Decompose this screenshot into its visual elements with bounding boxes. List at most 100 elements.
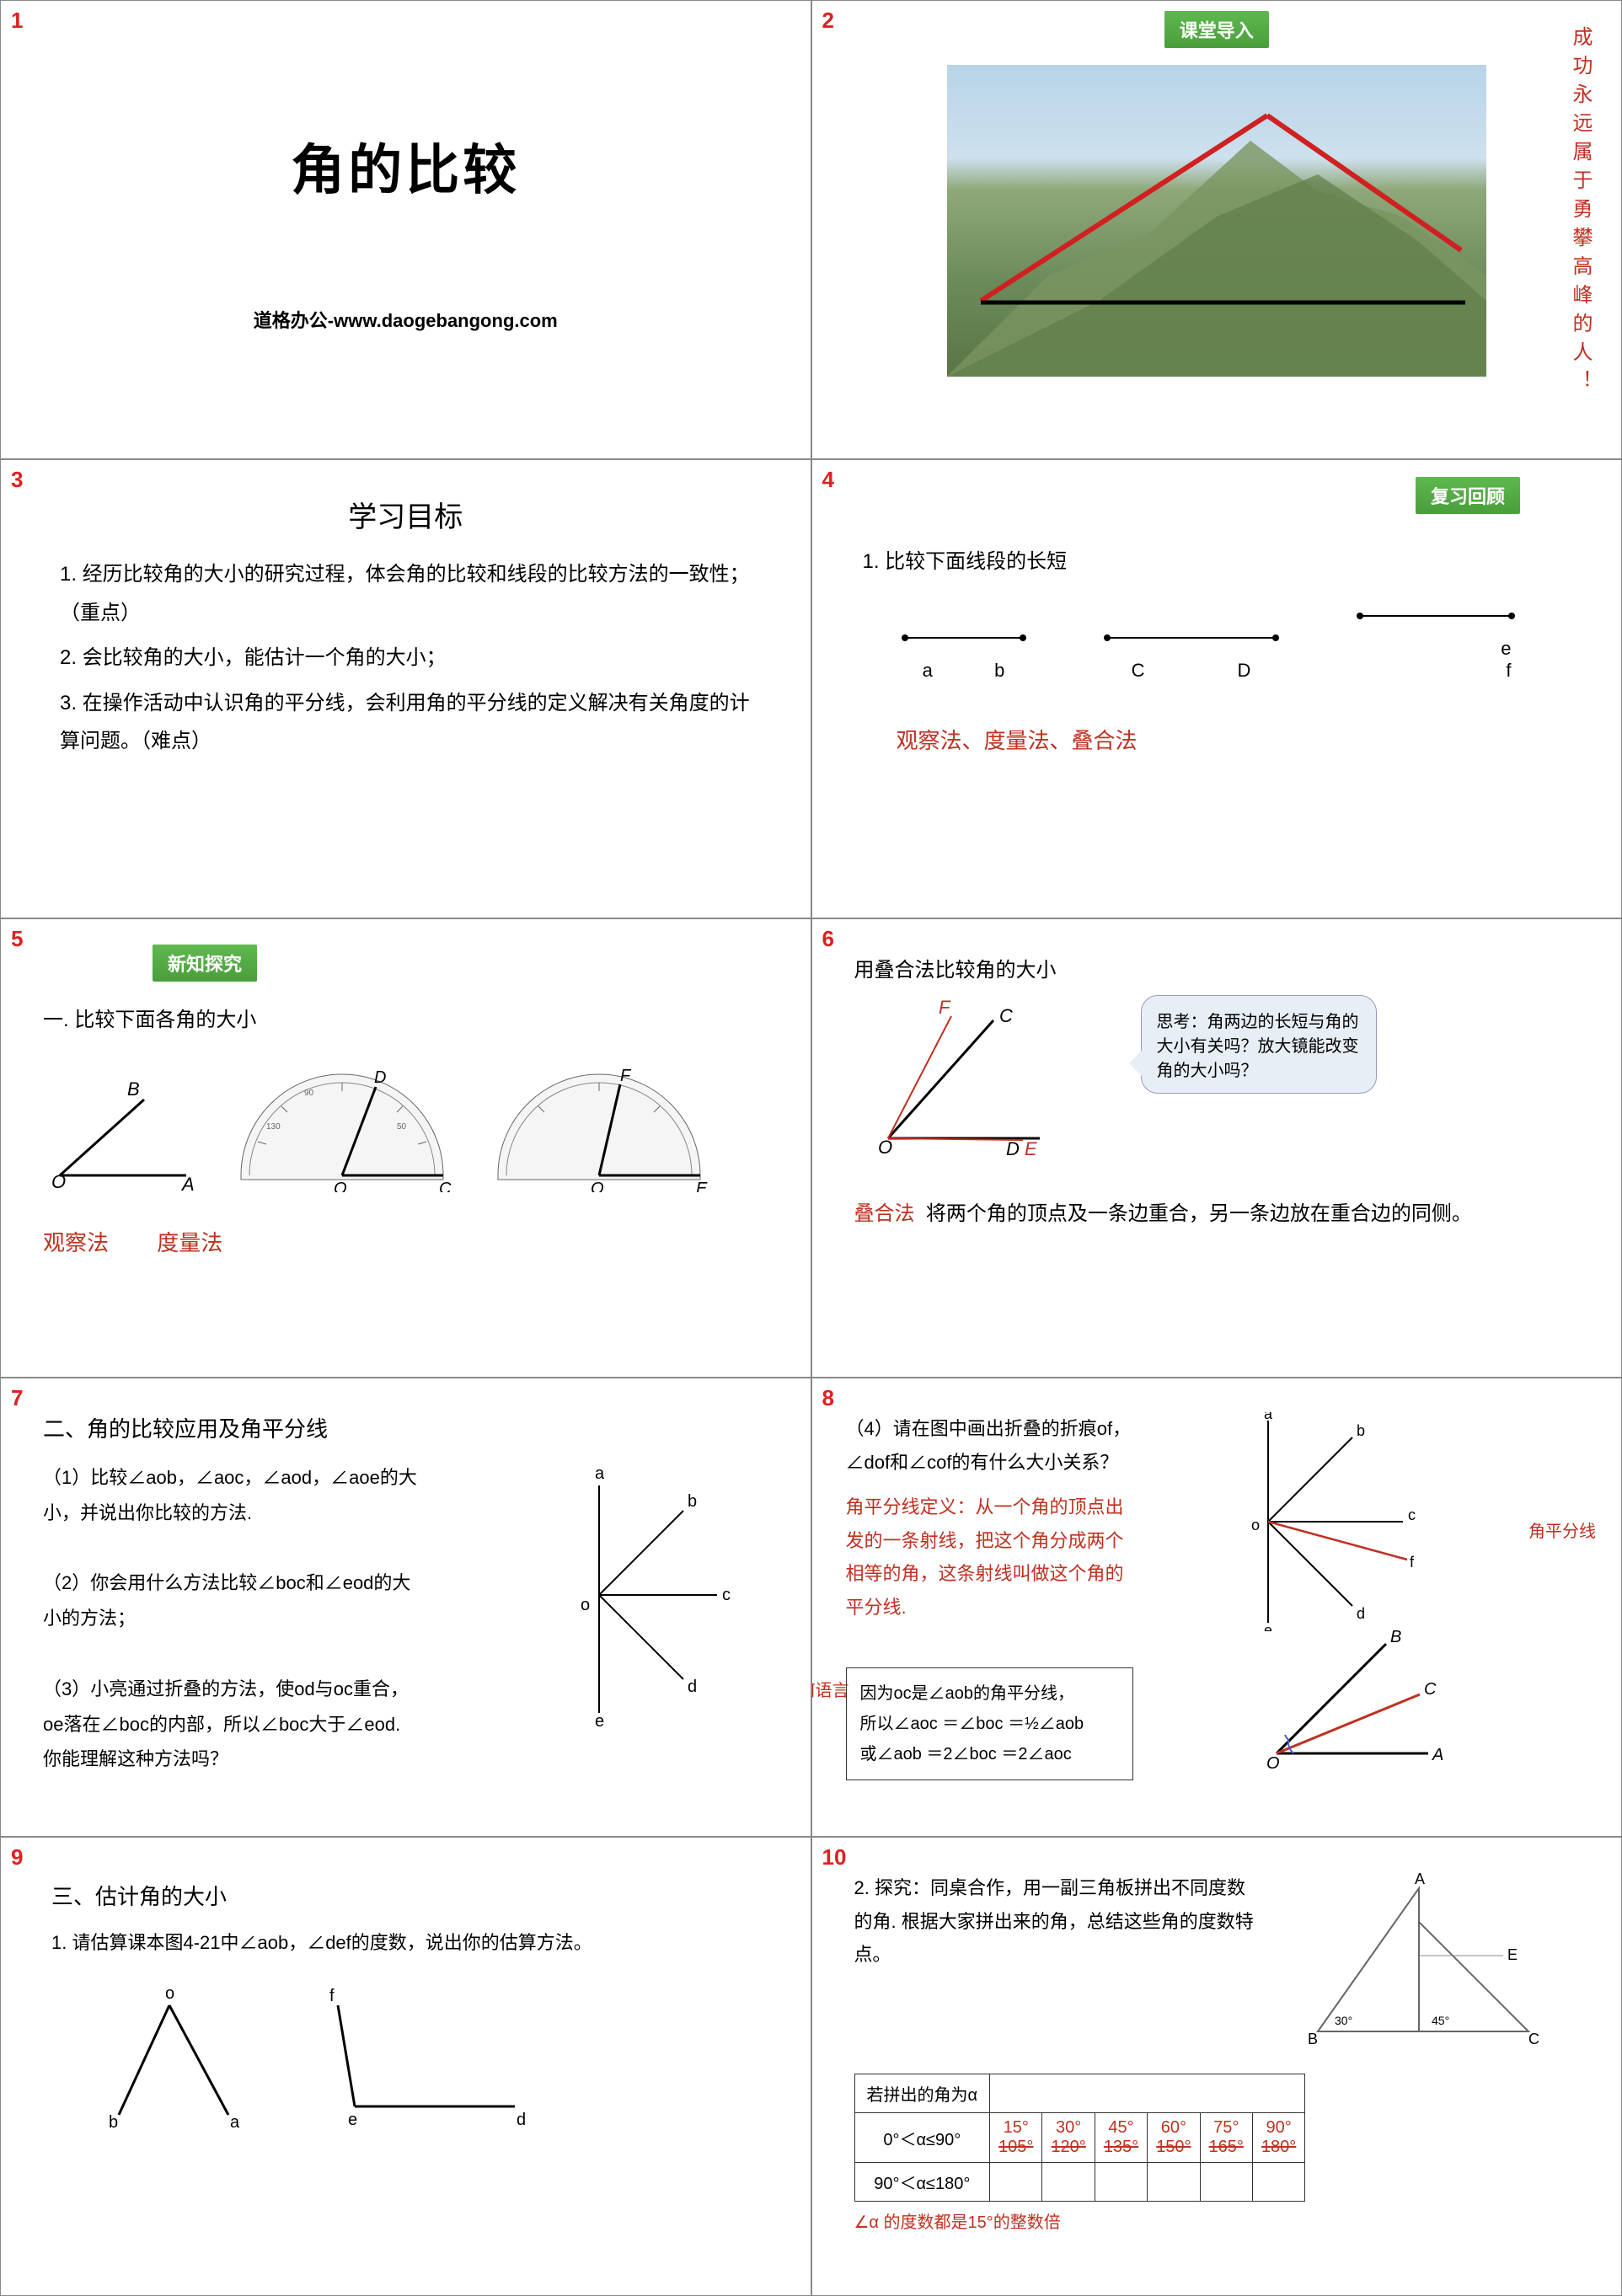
think-bubble: 思考：角两边的长短与角的大小有关吗？放大镜能改变角的大小吗？ — [1141, 995, 1377, 1094]
badge-intro: 课堂导入 — [1164, 11, 1269, 48]
svg-text:O: O — [334, 1180, 347, 1192]
method-observe: 观察法 — [43, 1230, 109, 1255]
svg-text:B: B — [127, 1078, 140, 1100]
slide-10: 10 2. 探究：同桌合作，用一副三角板拼出不同度数的角. 根据大家拼出来的角，… — [811, 1837, 1622, 2296]
angle-oab: O A B — [43, 1066, 203, 1192]
c: 120° — [1051, 2138, 1085, 2156]
mountain-image — [947, 65, 1486, 377]
svg-text:130: 130 — [266, 1122, 281, 1132]
bisector-label: 角平分线 — [1528, 1517, 1596, 1542]
svg-text:B: B — [1308, 2031, 1318, 2047]
angle-fed: f e d — [304, 1980, 540, 2132]
svg-text:a: a — [230, 2113, 240, 2132]
main-title: 角的比较 — [291, 127, 520, 205]
svg-text:30°: 30° — [1335, 2014, 1352, 2027]
slide-5: 5 新知探究 一. 比较下面各角的大小 O A B O C D 9013050 — [0, 918, 811, 1378]
box-line1: 因为oc是∠aob的角平分线， — [860, 1678, 1120, 1709]
angle-table: 若拼出的角为α 0°＜α≤90° 15°105° 30°120° 45°135°… — [854, 2074, 1306, 2202]
slide-number: 4 — [822, 467, 834, 493]
explore-text: 2. 探究：同桌合作，用一副三角板拼出不同度数的角. 根据大家拼出来的角，总结这… — [854, 1871, 1259, 1972]
slide-number: 5 — [11, 926, 23, 952]
c: 90° — [1266, 2118, 1292, 2137]
method-measure: 度量法 — [157, 1230, 222, 1255]
svg-text:E: E — [1507, 1946, 1518, 1963]
angle-oab2: o b a — [85, 1980, 254, 2132]
overlap-definition: 叠合法 将两个角的顶点及一条边重合，另一条边放在重合边的同侧。 — [854, 1197, 1580, 1232]
svg-text:c: c — [722, 1586, 731, 1604]
star-bisector: a b c f d e o — [1159, 1412, 1462, 1631]
bisector-def: 角平分线定义：从一个角的顶点出发的一条射线，把这个角分成两个相等的角，这条射线叫… — [846, 1491, 1134, 1624]
pt-b: b — [994, 660, 1004, 681]
c: 45° — [1108, 2118, 1133, 2137]
svg-text:e: e — [348, 2111, 357, 2129]
c: 60° — [1161, 2118, 1186, 2137]
objectives-title: 学习目标 — [60, 494, 752, 535]
svg-text:c: c — [1408, 1507, 1416, 1523]
svg-text:d: d — [688, 1678, 697, 1696]
svg-text:d: d — [517, 2111, 526, 2129]
q3: （3）小亮通过折叠的方法，使od与oc重合，oe落在∠boc的内部，所以∠boc… — [43, 1672, 422, 1777]
svg-text:O: O — [1266, 1754, 1280, 1770]
svg-text:C: C — [439, 1180, 452, 1192]
svg-text:O: O — [591, 1180, 604, 1192]
objective-1: 1. 经历比较角的大小的研究过程，体会角的比较和线段的比较方法的一致性；（重点） — [60, 555, 752, 632]
svg-text:C: C — [1528, 2031, 1539, 2047]
c: 150° — [1156, 2138, 1191, 2156]
overlap-title: 用叠合法比较角的大小 — [854, 953, 1580, 982]
right-col: a b c f d e o 角平分线 O A B C — [1159, 1412, 1587, 1780]
c: 30° — [1056, 2118, 1081, 2137]
estimate-q: 1. 请估算课本图4-21中∠aob，∠def的度数，说出你的估算方法。 — [51, 1928, 760, 1955]
slide-number: 7 — [11, 1385, 23, 1411]
svg-text:b: b — [109, 2113, 118, 2132]
pt-d: D — [1238, 660, 1251, 681]
protractor-1: O C D 9013050 — [224, 1049, 460, 1192]
pt-f: f — [1506, 660, 1511, 681]
angle-aoc: O A B C — [1260, 1627, 1453, 1770]
star-angle: a b c d e o — [473, 1460, 742, 1730]
pt-e: e — [1501, 638, 1511, 659]
def-label: 叠合法 — [854, 1202, 915, 1225]
slide-1: 1 角的比较 道格办公-www.daogebangong.com — [0, 0, 811, 459]
svg-text:a: a — [1264, 1412, 1273, 1422]
slide-4: 4 复习回顾 1. 比较下面线段的长短 a b C D ef 观察法、度量法、叠… — [811, 459, 1622, 918]
slide-2: 2 课堂导入 成功永远属于勇攀高峰的人！ — [811, 0, 1622, 459]
svg-text:o: o — [165, 1984, 174, 2003]
slide-number: 9 — [11, 1844, 23, 1871]
estimate-title: 三、估计角的大小 — [51, 1880, 760, 1911]
box-line3: 或∠aob ＝2∠boc ＝2∠aoc — [860, 1739, 1120, 1769]
question-text: （1）比较∠aob，∠aoc，∠aod，∠aoe的大小，并说出你比较的方法. （… — [43, 1460, 422, 1777]
svg-text:A: A — [180, 1174, 195, 1192]
slide-9: 9 三、估计角的大小 1. 请估算课本图4-21中∠aob，∠def的度数，说出… — [0, 1837, 811, 2296]
protractor-2: O E F — [481, 1049, 717, 1192]
tbl-header: 若拼出的角为α — [854, 2074, 990, 2113]
left-col: （4）请在图中画出折叠的折痕of，∠dof和∠cof的有什么大小关系？ 角平分线… — [846, 1412, 1134, 1780]
objective-3: 3. 在操作活动中认识角的平分线，会利用角的平分线的定义解决有关角度的计算问题。… — [60, 684, 752, 761]
c: 15° — [1004, 2118, 1029, 2137]
badge-explore: 新知探究 — [153, 945, 257, 982]
slide-number: 10 — [822, 1844, 847, 1871]
slide-3: 3 学习目标 1. 经历比较角的大小的研究过程，体会角的比较和线段的比较方法的一… — [0, 459, 811, 918]
q4: （4）请在图中画出折叠的折痕of，∠dof和∠cof的有什么大小关系？ — [846, 1412, 1134, 1479]
triangle-set: A B C E 30° 45° — [1293, 1871, 1545, 2057]
objective-2: 2. 会比较角的大小，能估计一个角的大小； — [60, 639, 752, 677]
subtitle: 道格办公-www.daogebangong.com — [254, 306, 558, 333]
protractor-row: O A B O C D 9013050 O — [43, 1049, 768, 1192]
mountain-overlay — [947, 65, 1486, 377]
svg-text:f: f — [1410, 1554, 1415, 1571]
badge-review: 复习回顾 — [1416, 477, 1520, 514]
svg-text:E: E — [696, 1180, 708, 1192]
slide-6: 6 用叠合法比较角的大小 O C D E F 思考：角两边的长短与角的大小有关吗… — [811, 918, 1622, 1378]
compare-title: 一. 比较下面各角的大小 — [43, 1003, 768, 1032]
svg-text:50: 50 — [397, 1122, 407, 1132]
slide-number: 1 — [11, 8, 23, 34]
svg-text:D: D — [374, 1068, 386, 1087]
methods-row: 观察法 度量法 — [43, 1226, 768, 1257]
vertical-motto: 成功永远属于勇攀高峰的人！ — [1564, 26, 1596, 399]
c: 135° — [1104, 2138, 1138, 2156]
svg-text:F: F — [620, 1067, 632, 1085]
geom-box: 因为oc是∠aob的角平分线， 所以∠aoc ＝∠boc ＝½∠aob 或∠ao… — [846, 1667, 1134, 1780]
svg-text:F: F — [939, 997, 951, 1018]
svg-text:B: B — [1390, 1628, 1401, 1646]
svg-text:E: E — [1025, 1138, 1037, 1159]
section-title: 二、角的比较应用及角平分线 — [43, 1412, 768, 1443]
